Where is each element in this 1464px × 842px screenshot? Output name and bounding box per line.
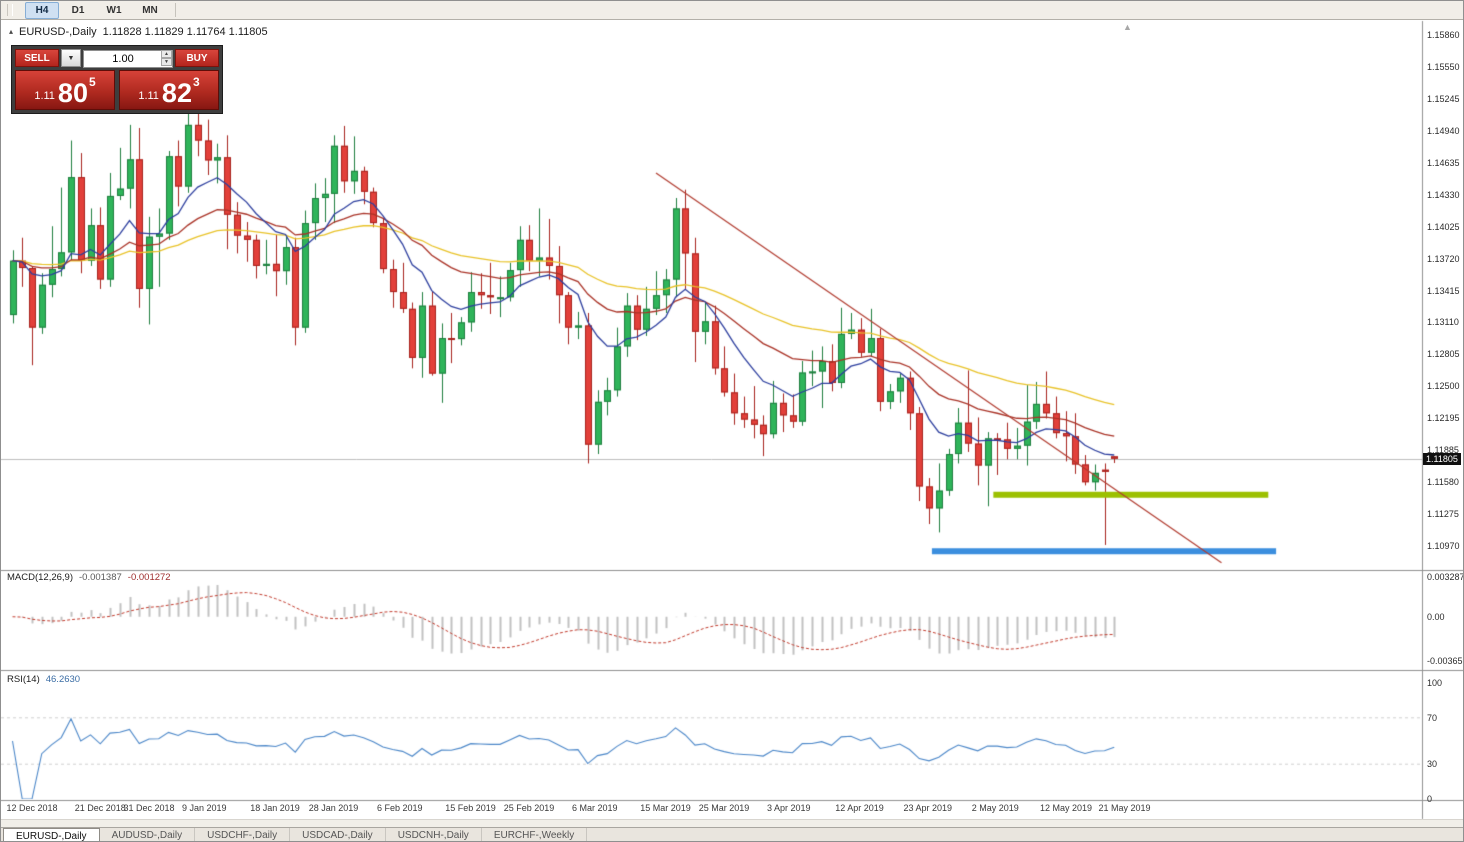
- volume-dropdown[interactable]: ▼: [61, 49, 81, 67]
- timeframe-button-w1[interactable]: W1: [106, 4, 122, 16]
- volume-down-button[interactable]: ▼: [161, 58, 172, 66]
- buy-price-big: 82: [161, 78, 192, 108]
- chart-header: ▴ EURUSD-,Daily 1.11828 1.11829 1.11764 …: [9, 26, 268, 38]
- price-scale-label: 1.15550: [1427, 62, 1460, 73]
- date-label: 2 May 2019: [971, 803, 1019, 813]
- buy-button[interactable]: BUY: [175, 49, 219, 67]
- date-label: 18 Jan 2019: [250, 803, 300, 813]
- buy-price-pip: 3: [192, 75, 200, 89]
- sell-price-prefix: 1.11: [34, 90, 55, 102]
- date-label: 23 Apr 2019: [903, 803, 953, 813]
- ohlc-values: 1.11828 1.11829 1.11764 1.11805: [102, 26, 268, 38]
- macd-value-signal: -0.001272: [127, 572, 171, 583]
- horizontal-scrollbar[interactable]: [1, 819, 1463, 827]
- macd-scale-label: 0.00: [1427, 611, 1445, 622]
- sell-button[interactable]: SELL: [15, 49, 59, 67]
- timeframe-buttons: H4 D1 W1 MN: [25, 1, 167, 19]
- price-scale-label: 1.13110: [1427, 317, 1459, 328]
- sell-price-pip: 5: [88, 75, 96, 89]
- symbol-tab-audusd[interactable]: AUDUSD-,Daily: [100, 828, 196, 841]
- macd-label: MACD(12,26,9) -0.001387 -0.001272: [7, 572, 171, 583]
- date-label: 9 Jan 2019: [182, 803, 227, 813]
- rsi-scale-label: 30: [1427, 759, 1438, 770]
- rsi-scale-label: 0: [1427, 794, 1433, 804]
- date-label: 6 Feb 2019: [377, 803, 423, 813]
- sell-price-big: 80: [57, 78, 88, 108]
- one-click-collapse-icon[interactable]: ▴: [9, 27, 14, 36]
- sell-quote-button[interactable]: 1.11 80 5: [15, 70, 115, 110]
- chart-shift-marker-icon[interactable]: ▲: [1123, 22, 1132, 32]
- price-scale-label: 1.13720: [1427, 253, 1460, 264]
- price-scale-label: 1.10970: [1427, 541, 1460, 551]
- toolbar-grip[interactable]: [7, 4, 13, 16]
- buy-price-prefix: 1.11: [138, 90, 159, 102]
- date-label: 6 Mar 2019: [572, 803, 618, 813]
- chevron-down-icon: ▼: [67, 54, 75, 62]
- timeframe-button-h4[interactable]: H4: [25, 1, 59, 19]
- rsi-scale-label: 70: [1427, 712, 1438, 723]
- price-scale-label: 1.14025: [1427, 221, 1460, 232]
- current-price-tag: 1.11805: [1423, 452, 1461, 465]
- price-scale-label: 1.15860: [1427, 30, 1460, 40]
- price-scale-label: 1.11275: [1427, 509, 1459, 520]
- price-scale-label: 1.14635: [1427, 158, 1460, 168]
- date-label: 21 Dec 2018: [74, 803, 126, 813]
- symbol-title: EURUSD-,Daily: [19, 26, 97, 38]
- timeframe-toolbar: H4 D1 W1 MN: [1, 1, 1463, 20]
- price-scale-label: 1.13415: [1427, 285, 1460, 296]
- toolbar-separator: [175, 3, 176, 17]
- symbol-tab-usdcnh[interactable]: USDCNH-,Daily: [386, 828, 482, 841]
- rsi-scale-label: 100: [1427, 678, 1443, 688]
- volume-up-button[interactable]: ▲: [161, 50, 172, 58]
- symbol-tab-usdchf[interactable]: USDCHF-,Daily: [195, 828, 291, 841]
- date-label: 3 Apr 2019: [767, 803, 811, 813]
- date-label: 15 Feb 2019: [445, 803, 496, 813]
- date-label: 21 May 2019: [1098, 803, 1151, 813]
- rsi-label: RSI(14) 46.2630: [7, 674, 80, 685]
- rsi-value: 46.2630: [45, 674, 81, 685]
- rsi-title: RSI(14): [7, 674, 40, 685]
- symbol-tab-usdcad[interactable]: USDCAD-,Daily: [290, 828, 386, 841]
- timeframe-button-d1[interactable]: D1: [71, 4, 85, 16]
- date-label: 15 Mar 2019: [640, 803, 691, 813]
- price-scale-label: 1.14940: [1427, 126, 1460, 137]
- date-label: 28 Jan 2019: [308, 803, 359, 813]
- macd-scale-label: -0.003659: [1427, 656, 1464, 666]
- volume-input[interactable]: [83, 50, 173, 68]
- date-label: 12 Apr 2019: [835, 803, 884, 813]
- price-scale-label: 1.11885: [1427, 445, 1459, 456]
- macd-value-main: -0.001387: [79, 572, 122, 583]
- macd-title: MACD(12,26,9): [7, 572, 73, 583]
- buy-quote-button[interactable]: 1.11 82 3: [119, 70, 219, 110]
- date-label: 12 Dec 2018: [6, 803, 58, 813]
- price-scale-label: 1.14330: [1427, 189, 1460, 200]
- macd-scale-label: 0.003287: [1427, 572, 1464, 582]
- price-scale-label: 1.12805: [1427, 349, 1460, 360]
- price-scale-label: 1.12500: [1427, 381, 1460, 392]
- price-scale-label: 1.11580: [1427, 477, 1459, 488]
- symbol-tab-eurusd[interactable]: EURUSD-,Daily: [3, 828, 100, 841]
- timeframe-button-mn[interactable]: MN: [142, 4, 158, 16]
- price-scale-label: 1.15245: [1427, 94, 1460, 105]
- symbol-tab-bar: EURUSD-,Daily AUDUSD-,Daily USDCHF-,Daily U…: [1, 827, 1463, 841]
- date-label: 31 Dec 2018: [123, 803, 175, 813]
- symbol-tab-eurchf[interactable]: EURCHF-,Weekly: [482, 828, 588, 841]
- price-scale-label: 1.12195: [1427, 412, 1460, 423]
- date-label: 12 May 2019: [1040, 803, 1093, 813]
- date-label: 25 Mar 2019: [698, 803, 750, 813]
- volume-spinner: ▲ ▼: [161, 50, 172, 66]
- one-click-trade-panel: SELL ▼ ▲ ▼ BUY 1.11 80 5 1.11 82: [11, 45, 223, 114]
- date-label: 25 Feb 2019: [503, 803, 555, 813]
